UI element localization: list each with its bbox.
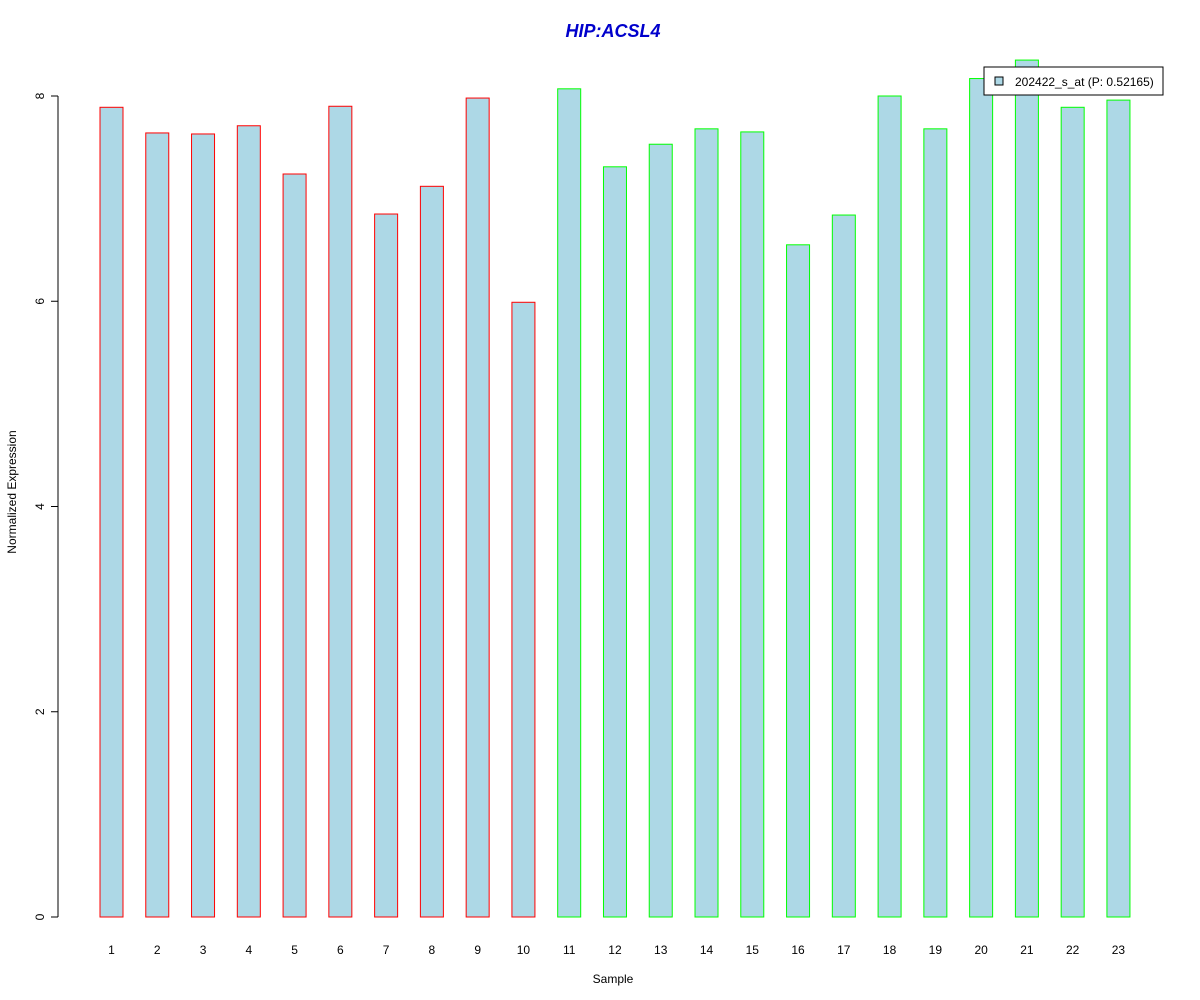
x-tick-label: 3 (200, 943, 207, 957)
x-tick-label: 2 (154, 943, 161, 957)
y-axis-label: Normalized Expression (5, 430, 19, 553)
bars (99, 59, 1131, 918)
x-tick-label: 21 (1020, 943, 1034, 957)
bar-sample-6 (328, 105, 353, 918)
bar-sample-11 (557, 88, 582, 918)
x-tick-labels: 1 2 3 4 5 6 7 8 9 10 11 12 13 14 15 16 17 18 19 20 21 22 23 (108, 943, 1125, 957)
bar-sample-5 (282, 173, 307, 918)
bar-sample-16 (786, 244, 811, 918)
y-axis: 0 2 4 6 8 (33, 92, 59, 920)
x-tick-label: 19 (929, 943, 943, 957)
x-tick-label: 16 (791, 943, 805, 957)
bar-sample-8 (419, 185, 444, 918)
bar-sample-23 (1106, 99, 1131, 918)
bar-sample-22 (1060, 106, 1085, 918)
bar-sample-18 (877, 95, 902, 918)
y-tick-label: 6 (33, 298, 47, 305)
x-tick-label: 6 (337, 943, 344, 957)
x-tick-label: 7 (383, 943, 390, 957)
bar-sample-10 (511, 301, 536, 918)
bar-sample-20 (969, 78, 994, 918)
x-axis-label: Sample (593, 972, 634, 986)
y-tick-label: 0 (33, 913, 47, 920)
x-tick-label: 4 (245, 943, 252, 957)
x-tick-label: 1 (108, 943, 115, 957)
x-tick-label: 14 (700, 943, 714, 957)
bar-sample-13 (648, 143, 673, 918)
bar-sample-14 (694, 128, 719, 918)
legend: 202422_s_at (P: 0.52165) (983, 66, 1164, 96)
x-tick-label: 8 (429, 943, 436, 957)
x-tick-label: 10 (517, 943, 531, 957)
bar-sample-2 (145, 132, 170, 918)
x-tick-label: 12 (608, 943, 622, 957)
bar-sample-4 (236, 125, 261, 918)
bar-sample-12 (602, 166, 627, 918)
y-tick-label: 4 (33, 503, 47, 510)
x-tick-label: 9 (474, 943, 481, 957)
x-tick-label: 22 (1066, 943, 1080, 957)
y-tick-label: 2 (33, 708, 47, 715)
chart-title: HIP:ACSL4 (565, 21, 660, 41)
legend-box (983, 66, 1164, 96)
x-tick-label: 17 (837, 943, 851, 957)
y-tick-label: 8 (33, 92, 47, 99)
x-tick-label: 5 (291, 943, 298, 957)
x-tick-label: 20 (974, 943, 988, 957)
bar-sample-17 (831, 214, 856, 918)
bar-sample-7 (374, 213, 399, 918)
bar-sample-15 (740, 131, 765, 918)
legend-swatch (994, 76, 1004, 86)
x-tick-label: 13 (654, 943, 668, 957)
bar-sample-9 (465, 97, 490, 918)
x-tick-label: 15 (746, 943, 760, 957)
x-tick-label: 18 (883, 943, 897, 957)
bar-sample-3 (191, 133, 216, 918)
bar-sample-21 (1014, 59, 1039, 918)
legend-label: 202422_s_at (P: 0.52165) (1015, 75, 1154, 89)
bar-sample-19 (923, 128, 948, 918)
x-tick-label: 11 (563, 943, 576, 957)
x-tick-label: 23 (1112, 943, 1126, 957)
bar-sample-1 (99, 106, 124, 918)
